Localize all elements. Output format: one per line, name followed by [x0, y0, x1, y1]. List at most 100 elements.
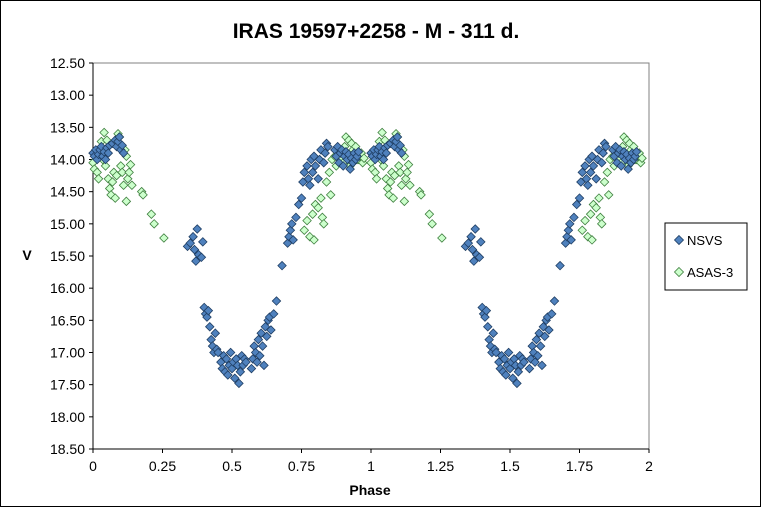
y-tick-label: 15.50 [50, 248, 85, 264]
data-point-nsvs [277, 260, 287, 271]
data-point-nsvs [396, 148, 407, 158]
data-point-asas-3 [577, 225, 588, 236]
data-point-nsvs [535, 341, 546, 351]
data-point-asas-3 [307, 209, 318, 219]
data-point-asas-3 [110, 193, 121, 203]
data-point-nsvs [474, 252, 485, 263]
data-point-nsvs [255, 350, 265, 361]
data-point-nsvs [577, 167, 588, 178]
data-point-nsvs [103, 148, 114, 158]
data-point-asas-3 [416, 190, 426, 200]
data-point-nsvs [266, 325, 276, 335]
data-point-nsvs [395, 140, 405, 151]
data-point-asas-3 [587, 235, 597, 245]
data-point-nsvs [476, 237, 486, 247]
data-point-nsvs [230, 373, 240, 383]
data-point-nsvs [271, 296, 282, 306]
data-point-nsvs [463, 238, 474, 248]
data-point-nsvs [288, 235, 298, 245]
data-point-nsvs [571, 199, 582, 210]
x-tick-label: 1 [367, 458, 375, 474]
chart-title: IRAS 19597+2258 - M - 311 d. [233, 20, 520, 43]
data-point-nsvs [565, 219, 575, 229]
data-point-nsvs [185, 238, 196, 248]
data-point-nsvs [334, 157, 344, 168]
data-point-asas-3 [602, 167, 613, 178]
data-point-nsvs [296, 193, 307, 203]
axes-layer: 12.50 13.00 13.50 14.00 14.50 15.00 15.50 16.00… [50, 55, 653, 474]
data-point-nsvs [284, 231, 294, 242]
data-point-nsvs [188, 231, 198, 242]
data-point-asas-3 [305, 231, 315, 242]
y-tick-label: 15.00 [50, 216, 85, 232]
data-point-asas-3 [596, 219, 607, 229]
legend-marker-nsvs [673, 234, 685, 246]
data-point-nsvs [549, 296, 560, 306]
legend: NSVS ASAS-3 [664, 222, 748, 291]
data-point-asas-3 [324, 167, 335, 178]
data-point-nsvs [203, 305, 214, 316]
data-point-nsvs [631, 147, 642, 157]
data-point-nsvs [601, 141, 611, 152]
data-point-nsvs [533, 350, 543, 361]
x-axis-title: Phase [349, 482, 390, 498]
x-tick-label: 0.25 [149, 458, 176, 474]
data-point-nsvs [246, 363, 257, 374]
data-point-nsvs [235, 367, 246, 377]
points-layer [88, 127, 647, 389]
data-point-nsvs [381, 148, 392, 158]
data-point-asas-3 [381, 174, 392, 184]
data-point-nsvs [538, 322, 549, 332]
data-point-nsvs [305, 180, 315, 190]
data-point-asas-3 [424, 209, 435, 219]
legend-box [664, 222, 748, 291]
data-point-nsvs [580, 161, 590, 171]
data-point-nsvs [234, 378, 244, 389]
data-point-nsvs [253, 334, 264, 345]
data-point-nsvs [257, 341, 268, 351]
data-point-asas-3 [378, 161, 389, 171]
data-point-nsvs [196, 252, 207, 263]
data-point-nsvs [114, 132, 125, 142]
y-tick-label: 18.50 [50, 441, 85, 457]
data-point-nsvs [293, 199, 304, 210]
data-point-nsvs [508, 373, 518, 383]
data-point-asas-3 [302, 215, 312, 226]
data-point-asas-3 [299, 225, 310, 236]
data-point-nsvs [320, 148, 330, 158]
data-point-nsvs [302, 161, 312, 171]
data-point-nsvs [596, 157, 607, 168]
data-point-nsvs [562, 231, 572, 242]
data-point-asas-3 [427, 219, 437, 229]
data-point-asas-3 [107, 177, 118, 187]
data-point-nsvs [353, 147, 364, 157]
data-point-nsvs [555, 260, 565, 271]
data-point-asas-3 [603, 190, 614, 200]
data-point-nsvs [241, 357, 251, 367]
y-axis-title: V [22, 247, 32, 263]
legend-marker-asas-3 [673, 266, 685, 278]
data-point-asas-3 [405, 180, 415, 190]
data-point-nsvs [291, 212, 301, 223]
data-point-nsvs [466, 231, 476, 242]
x-tick-label: 1.5 [500, 458, 520, 474]
data-point-nsvs [318, 157, 329, 168]
y-tick-label: 13.50 [50, 119, 85, 135]
data-point-nsvs [499, 354, 510, 364]
x-tick-label: 0.75 [288, 458, 315, 474]
data-point-nsvs [338, 161, 348, 171]
data-point-asas-3 [138, 190, 148, 200]
data-point-nsvs [252, 357, 262, 367]
data-point-nsvs [191, 256, 201, 266]
x-tick-label: 1.25 [427, 458, 454, 474]
y-tick-label: 16.50 [50, 312, 85, 328]
data-point-nsvs [250, 347, 261, 358]
y-tick-label: 13.00 [50, 87, 85, 103]
data-point-nsvs [314, 154, 325, 165]
data-point-asas-3 [93, 174, 104, 184]
y-tick-label: 17.00 [50, 345, 85, 361]
data-point-nsvs [530, 357, 540, 367]
plot-area [92, 62, 650, 450]
